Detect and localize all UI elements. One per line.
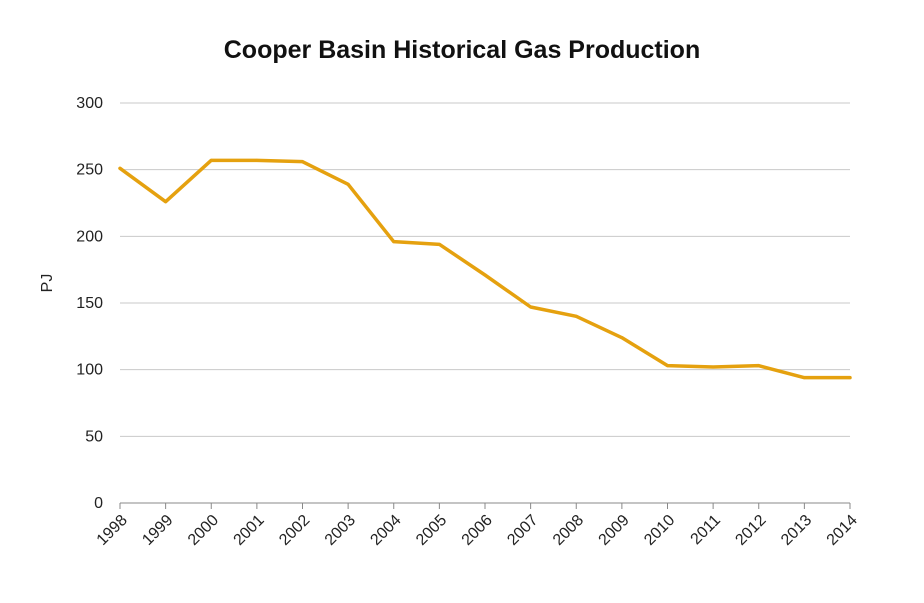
y-tick-label-150: 150 (76, 295, 103, 312)
data-point-2000 (209, 158, 213, 162)
x-tick-label-2000: 2000 (185, 512, 222, 549)
y-tick-label-250: 250 (76, 162, 103, 179)
series-line-0 (118, 158, 852, 380)
x-axis-ticks: 1998 1999 2000 2001 2002 2003 2004 2005 2006 2007… (94, 512, 861, 549)
x-tick-label-2008: 2008 (550, 512, 587, 549)
x-tick-label-2007: 2007 (504, 512, 541, 549)
y-tick-label-50: 50 (85, 428, 103, 445)
x-tick-label-2004: 2004 (367, 512, 404, 549)
y-axis-ticks: 0 50 100 150 200 250 300 (76, 95, 103, 512)
x-tick-label-2006: 2006 (459, 512, 496, 549)
x-tick-label-2003: 2003 (322, 512, 359, 549)
data-point-2002 (301, 160, 304, 164)
x-tick-label-1998: 1998 (94, 512, 131, 549)
x-tick-label-2014: 2014 (824, 512, 861, 549)
y-tick-label-100: 100 (76, 362, 103, 379)
data-point-1998 (118, 166, 122, 170)
y-tick-label-300: 300 (76, 95, 103, 112)
data-point-2012 (757, 364, 761, 368)
data-point-2003 (346, 182, 350, 186)
y-axis-label: PJ (39, 274, 56, 293)
x-tick-label-2009: 2009 (596, 512, 633, 549)
data-point-2004 (392, 240, 396, 244)
x-tick-label-2005: 2005 (413, 512, 450, 549)
x-tick-label-2011: 2011 (688, 512, 724, 548)
y-tick-label-0: 0 (94, 495, 103, 512)
x-tick-label-2012: 2012 (732, 512, 769, 549)
gridlines (120, 102, 850, 437)
x-tick-label-1999: 1999 (139, 512, 176, 549)
x-tick-label-2002: 2002 (276, 512, 313, 549)
data-point-2005 (437, 242, 441, 246)
data-point-2011 (711, 365, 715, 369)
data-point-1999 (164, 200, 168, 204)
data-point-2014 (848, 376, 852, 380)
chart-title: Cooper Basin Historical Gas Production (224, 36, 700, 64)
data-point-2009 (620, 336, 624, 340)
x-tick-label-2001: 2001 (231, 512, 268, 549)
data-point-2007 (529, 305, 533, 309)
data-point-2010 (666, 364, 669, 368)
axes (119, 502, 851, 509)
x-tick-label-2013: 2013 (778, 512, 815, 549)
data-point-2001 (255, 158, 259, 162)
x-tick-label-2010: 2010 (641, 512, 678, 549)
series-layer (118, 158, 852, 380)
data-point-2008 (574, 314, 578, 318)
y-tick-label-200: 200 (76, 228, 103, 245)
data-point-2006 (483, 273, 487, 277)
data-point-2013 (802, 376, 806, 380)
